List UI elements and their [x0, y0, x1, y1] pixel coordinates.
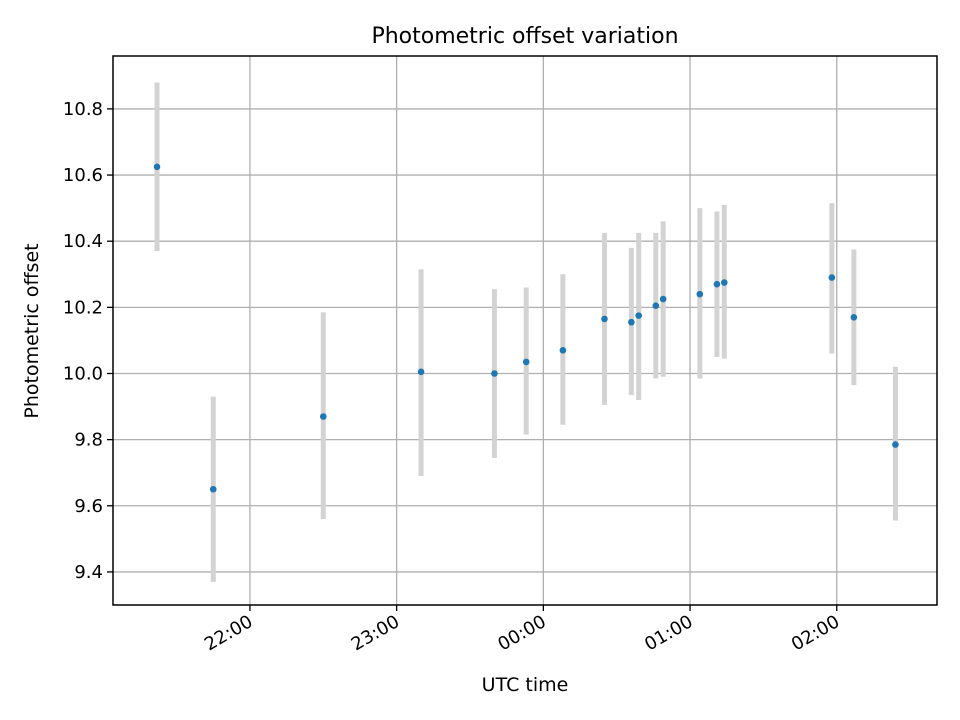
x-axis-label: UTC time [482, 674, 569, 696]
y-tick-label: 9.8 [74, 430, 103, 451]
data-point [319, 413, 327, 420]
data-points [153, 163, 899, 493]
data-point [720, 279, 728, 286]
y-tick-label: 10.0 [63, 363, 103, 384]
data-point [696, 290, 704, 298]
data-point [850, 313, 858, 321]
data-point [491, 370, 498, 377]
y-tick-label: 10.4 [63, 231, 103, 252]
plot-area-frame [112, 55, 938, 606]
data-point [209, 485, 217, 493]
data-point [659, 295, 667, 303]
data-point [417, 368, 425, 376]
data-point [828, 274, 836, 281]
y-axis: 9.4 9.6 9.8 10.0 10.2 10.4 10.6 10.8 [63, 99, 113, 583]
data-point [892, 441, 899, 448]
data-point [522, 358, 530, 366]
data-point [652, 302, 660, 309]
data-point [635, 312, 642, 319]
chart-title: Photometric offset variation [371, 24, 678, 49]
y-tick-label: 9.6 [74, 496, 103, 517]
data-point [628, 318, 635, 326]
y-tick-label: 10.8 [63, 99, 103, 120]
y-tick-label: 10.2 [63, 297, 103, 318]
y-tick-label: 10.6 [63, 165, 103, 186]
y-axis-label: Photometric offset [21, 243, 43, 418]
data-point [559, 347, 567, 354]
data-point [713, 280, 721, 288]
data-point [153, 163, 161, 171]
y-tick-label: 9.4 [74, 562, 103, 583]
data-point [601, 315, 608, 323]
